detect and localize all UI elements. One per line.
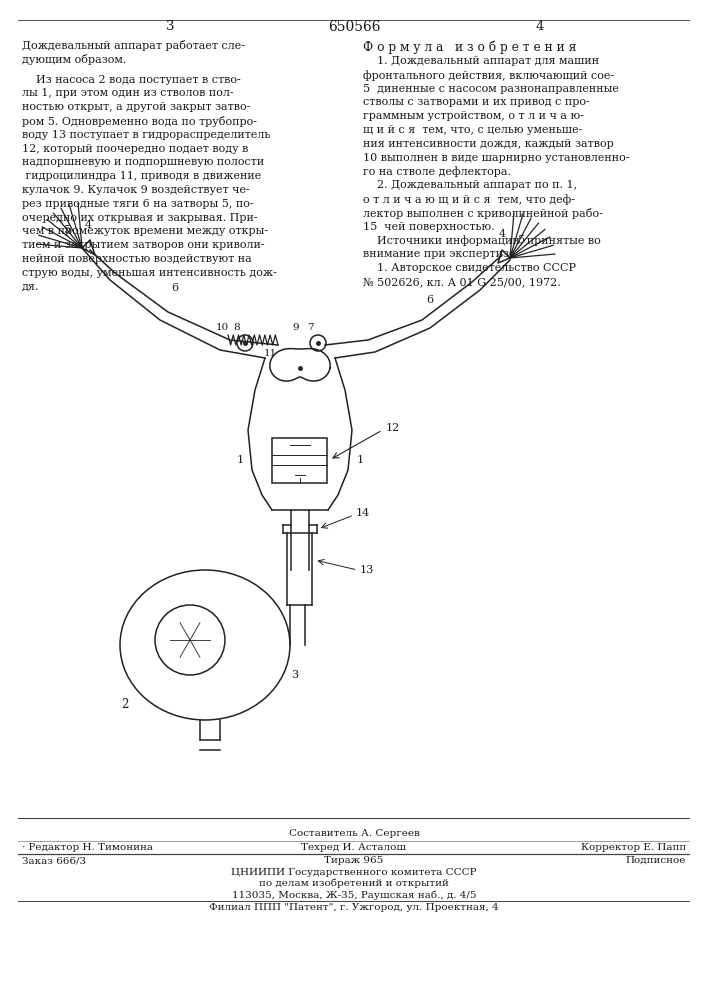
Text: тием и закрытием затворов они криволи-: тием и закрытием затворов они криволи-	[22, 240, 264, 250]
Text: кулачок 9. Кулачок 9 воздействует че-: кулачок 9. Кулачок 9 воздействует че-	[22, 185, 250, 195]
Text: 1. Авторское свидетельство СССР: 1. Авторское свидетельство СССР	[363, 263, 576, 273]
Text: 12: 12	[385, 423, 399, 433]
Text: 14: 14	[356, 508, 370, 518]
Text: 9: 9	[293, 324, 299, 332]
Text: 3: 3	[291, 670, 298, 680]
Text: 1: 1	[356, 455, 363, 465]
Text: граммным устройством, о т л и ч а ю-: граммным устройством, о т л и ч а ю-	[363, 111, 584, 121]
Text: Источники информации, принятые во: Источники информации, принятые во	[363, 235, 601, 246]
Text: 6: 6	[426, 295, 433, 305]
Text: го на стволе дефлектора.: го на стволе дефлектора.	[363, 166, 511, 177]
Text: 4: 4	[84, 220, 92, 230]
Text: рез приводные тяги 6 на затворы 5, по-: рез приводные тяги 6 на затворы 5, по-	[22, 199, 254, 209]
Text: ром 5. Одновременно вода по трубопро-: ром 5. Одновременно вода по трубопро-	[22, 116, 257, 127]
Text: Составитель А. Сергеев: Составитель А. Сергеев	[288, 829, 419, 838]
Text: Подписное: Подписное	[626, 856, 686, 865]
Text: 3: 3	[165, 20, 174, 33]
Text: воду 13 поступает в гидрораспределитель: воду 13 поступает в гидрораспределитель	[22, 130, 270, 140]
Text: ностью открыт, а другой закрыт затво-: ностью открыт, а другой закрыт затво-	[22, 102, 250, 112]
Text: Дождевальный аппарат работает сле-: Дождевальный аппарат работает сле-	[22, 40, 245, 51]
Text: Тираж 965: Тираж 965	[325, 856, 384, 865]
Text: 5  диненные с насосом разнонаправленные: 5 диненные с насосом разнонаправленные	[363, 84, 619, 94]
Text: 8: 8	[234, 324, 240, 332]
Text: Филиал ППП "Патент", г. Ужгород, ул. Проектная, 4: Филиал ППП "Патент", г. Ужгород, ул. Про…	[209, 903, 499, 912]
Text: лы 1, при этом один из стволов пол-: лы 1, при этом один из стволов пол-	[22, 88, 233, 98]
Text: 4: 4	[536, 20, 544, 33]
Text: дующим образом.: дующим образом.	[22, 54, 127, 65]
Text: надпоршневую и подпоршневую полости: надпоршневую и подпоршневую полости	[22, 157, 264, 167]
Text: 10 выполнен в виде шарнирно установленно-: 10 выполнен в виде шарнирно установленно…	[363, 153, 629, 163]
Text: 12, который поочередно подает воду в: 12, который поочередно подает воду в	[22, 144, 248, 154]
Text: ния интенсивности дождя, каждый затвор: ния интенсивности дождя, каждый затвор	[363, 139, 614, 149]
Text: струю воды, уменьшая интенсивность дож-: струю воды, уменьшая интенсивность дож-	[22, 268, 277, 278]
Text: фронтального действия, включающий сое-: фронтального действия, включающий сое-	[363, 70, 614, 81]
Text: щ и й с я  тем, что, с целью уменьше-: щ и й с я тем, что, с целью уменьше-	[363, 125, 583, 135]
Text: 11: 11	[264, 349, 276, 358]
Text: 1: 1	[236, 455, 244, 465]
Text: гидроцилиндра 11, приводя в движение: гидроцилиндра 11, приводя в движение	[22, 171, 262, 181]
Bar	[272, 438, 327, 483]
Text: о т л и ч а ю щ и й с я  тем, что деф-: о т л и ч а ю щ и й с я тем, что деф-	[363, 194, 575, 205]
Text: 2: 2	[122, 698, 129, 712]
Text: Ф о р м у л а   и з о б р е т е н и я: Ф о р м у л а и з о б р е т е н и я	[363, 40, 576, 53]
Text: 15  чей поверхностью.: 15 чей поверхностью.	[363, 222, 495, 232]
Text: нейной поверхностью воздействуют на: нейной поверхностью воздействуют на	[22, 254, 252, 264]
Text: 113035, Москва, Ж-35, Раушская наб., д. 4/5: 113035, Москва, Ж-35, Раушская наб., д. …	[232, 890, 477, 900]
Text: стволы с затворами и их привод с про-: стволы с затворами и их привод с про-	[363, 97, 590, 107]
Text: 10: 10	[216, 324, 228, 332]
Text: № 502626, кл. А 01 G 25/00, 1972.: № 502626, кл. А 01 G 25/00, 1972.	[363, 277, 561, 287]
Text: Заказ 666/3: Заказ 666/3	[22, 856, 86, 865]
Text: 650566: 650566	[328, 20, 380, 34]
Text: 5: 5	[64, 225, 71, 235]
Text: 13: 13	[359, 565, 374, 575]
Text: 6: 6	[171, 283, 179, 293]
Text: внимание при экспертизе: внимание при экспертизе	[363, 249, 515, 259]
Text: 7: 7	[307, 324, 313, 332]
Text: · Редактор Н. Тимонина: · Редактор Н. Тимонина	[22, 843, 153, 852]
Text: Из насоса 2 вода поступает в ство-: Из насоса 2 вода поступает в ство-	[22, 75, 241, 85]
Text: чем в промежуток времени между откры-: чем в промежуток времени между откры-	[22, 226, 268, 236]
Text: Техред И. Асталош: Техред И. Асталош	[301, 843, 407, 852]
Text: 2. Дождевальный аппарат по п. 1,: 2. Дождевальный аппарат по п. 1,	[363, 180, 577, 190]
Text: 5: 5	[518, 235, 525, 245]
Text: 1. Дождевальный аппарат для машин: 1. Дождевальный аппарат для машин	[363, 56, 599, 66]
Text: лектор выполнен с криволинейной рабо-: лектор выполнен с криволинейной рабо-	[363, 208, 603, 219]
Text: 4: 4	[498, 229, 506, 239]
Text: по делам изобретений и открытий: по делам изобретений и открытий	[259, 879, 449, 888]
Text: ЦНИИПИ Государственного комитета СССР: ЦНИИПИ Государственного комитета СССР	[231, 868, 477, 877]
Text: дя.: дя.	[22, 282, 40, 292]
Text: Корректор Е. Папп: Корректор Е. Папп	[580, 843, 686, 852]
Text: очередно их открывая и закрывая. При-: очередно их открывая и закрывая. При-	[22, 213, 257, 223]
